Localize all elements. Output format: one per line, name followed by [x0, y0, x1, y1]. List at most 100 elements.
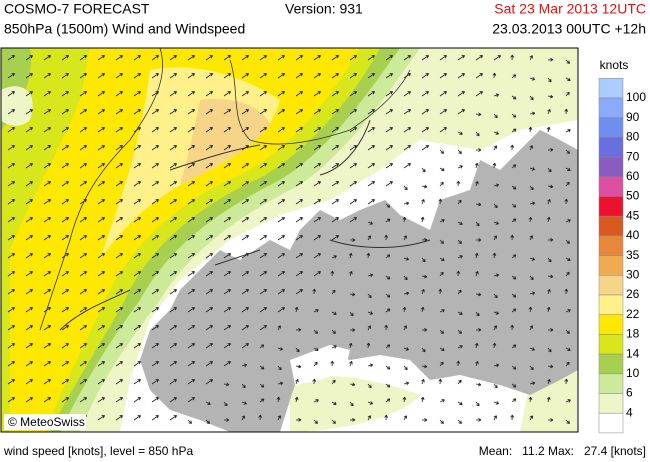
wind-arrow	[277, 127, 285, 133]
wind-arrow	[475, 401, 480, 407]
wind-arrow	[421, 364, 428, 369]
wind-arrow	[133, 235, 141, 241]
wind-arrow	[43, 55, 51, 61]
wind-arrow	[115, 181, 123, 187]
wind-arrow	[457, 379, 462, 385]
wind-arrow	[7, 55, 15, 61]
wind-arrow	[259, 55, 267, 61]
legend-label: 50	[626, 189, 640, 203]
wind-arrow	[25, 397, 33, 403]
wind-arrow	[205, 343, 213, 349]
wind-arrow	[241, 73, 249, 79]
wind-arrow	[259, 398, 265, 403]
wind-arrow	[313, 109, 321, 115]
wind-arrow	[457, 401, 463, 405]
wind-arrow	[79, 379, 87, 385]
wind-arrow	[259, 217, 267, 223]
legend-swatch	[598, 235, 624, 256]
wind-arrow	[151, 235, 159, 241]
wind-arrow	[313, 329, 318, 334]
wind-arrow	[97, 91, 105, 97]
wind-arrow	[421, 199, 425, 205]
wind-arrow	[349, 91, 357, 97]
wind-arrow	[169, 361, 177, 367]
wind-arrow	[187, 307, 195, 313]
wind-arrow	[79, 361, 87, 367]
wind-arrow	[133, 73, 141, 79]
wind-arrow	[169, 199, 177, 205]
wind-arrow	[133, 91, 141, 97]
wind-arrow	[367, 383, 372, 389]
wind-arrow	[457, 55, 465, 61]
wind-arrow	[7, 127, 15, 133]
wind-arrow	[79, 217, 87, 223]
legend-label: 80	[626, 130, 640, 144]
wind-arrow	[259, 365, 265, 370]
wind-arrow	[511, 113, 517, 118]
wind-arrow	[115, 253, 123, 259]
wind-arrow	[421, 328, 428, 332]
legend-label: 60	[626, 169, 640, 183]
wind-arrow	[313, 163, 321, 169]
wind-arrow	[457, 73, 465, 79]
wind-arrow	[528, 216, 533, 223]
wind-arrow	[61, 145, 69, 151]
wind-arrow	[277, 271, 285, 277]
wind-arrow	[259, 235, 267, 241]
wind-arrow	[223, 199, 231, 205]
wind-field-26	[180, 99, 270, 185]
wind-arrow	[79, 397, 87, 403]
wind-arrow	[151, 271, 159, 277]
legend-label: 6	[626, 386, 633, 400]
wind-arrow	[241, 163, 249, 169]
wind-arrow	[475, 238, 482, 242]
wind-arrow	[295, 145, 303, 151]
wind-arrow	[547, 378, 551, 385]
wind-arrow	[457, 345, 463, 349]
wind-arrow	[151, 289, 159, 295]
wind-arrow	[115, 91, 123, 97]
wind-arrow	[205, 361, 213, 367]
alpine-terrain	[140, 130, 578, 432]
wind-arrow	[493, 203, 498, 209]
wind-arrow	[349, 311, 354, 317]
copyright: © MeteoSwiss	[8, 415, 85, 429]
wind-arrow	[61, 163, 69, 169]
legend-label: 18	[626, 327, 640, 341]
wind-arrow	[25, 253, 33, 259]
wind-arrow	[241, 363, 248, 368]
wind-arrow	[115, 55, 123, 61]
wind-arrow	[97, 163, 105, 169]
wind-arrow	[349, 418, 356, 422]
wind-arrow	[25, 145, 33, 151]
wind-field-south	[290, 375, 420, 432]
wind-arrow	[367, 293, 372, 299]
wind-arrow	[61, 127, 69, 133]
wind-arrow	[493, 273, 500, 278]
wind-arrow	[313, 309, 319, 313]
wind-arrow	[492, 162, 497, 169]
wind-arrow	[151, 91, 159, 97]
wind-arrow	[403, 185, 408, 191]
wind-arrow	[151, 307, 159, 313]
wind-arrow	[385, 344, 391, 349]
wind-arrow	[439, 399, 445, 403]
wind-arrow	[205, 325, 213, 331]
wind-arrow	[169, 325, 177, 331]
wind-arrow	[205, 55, 213, 61]
wind-arrow	[169, 253, 177, 259]
legend-swatch	[598, 196, 624, 217]
wind-arrow	[7, 91, 15, 97]
wind-arrow	[241, 415, 245, 421]
wind-arrow	[348, 252, 353, 259]
wind-arrow	[79, 109, 87, 115]
legend-swatch	[598, 334, 624, 355]
wind-arrow	[403, 91, 411, 97]
wind-arrow	[475, 131, 480, 137]
wind-arrow	[403, 109, 411, 115]
wind-arrow	[457, 255, 463, 259]
wind-arrow	[457, 239, 462, 244]
wind-arrow	[169, 397, 177, 403]
wind-arrow	[7, 163, 15, 169]
wind-arrow	[241, 55, 249, 61]
